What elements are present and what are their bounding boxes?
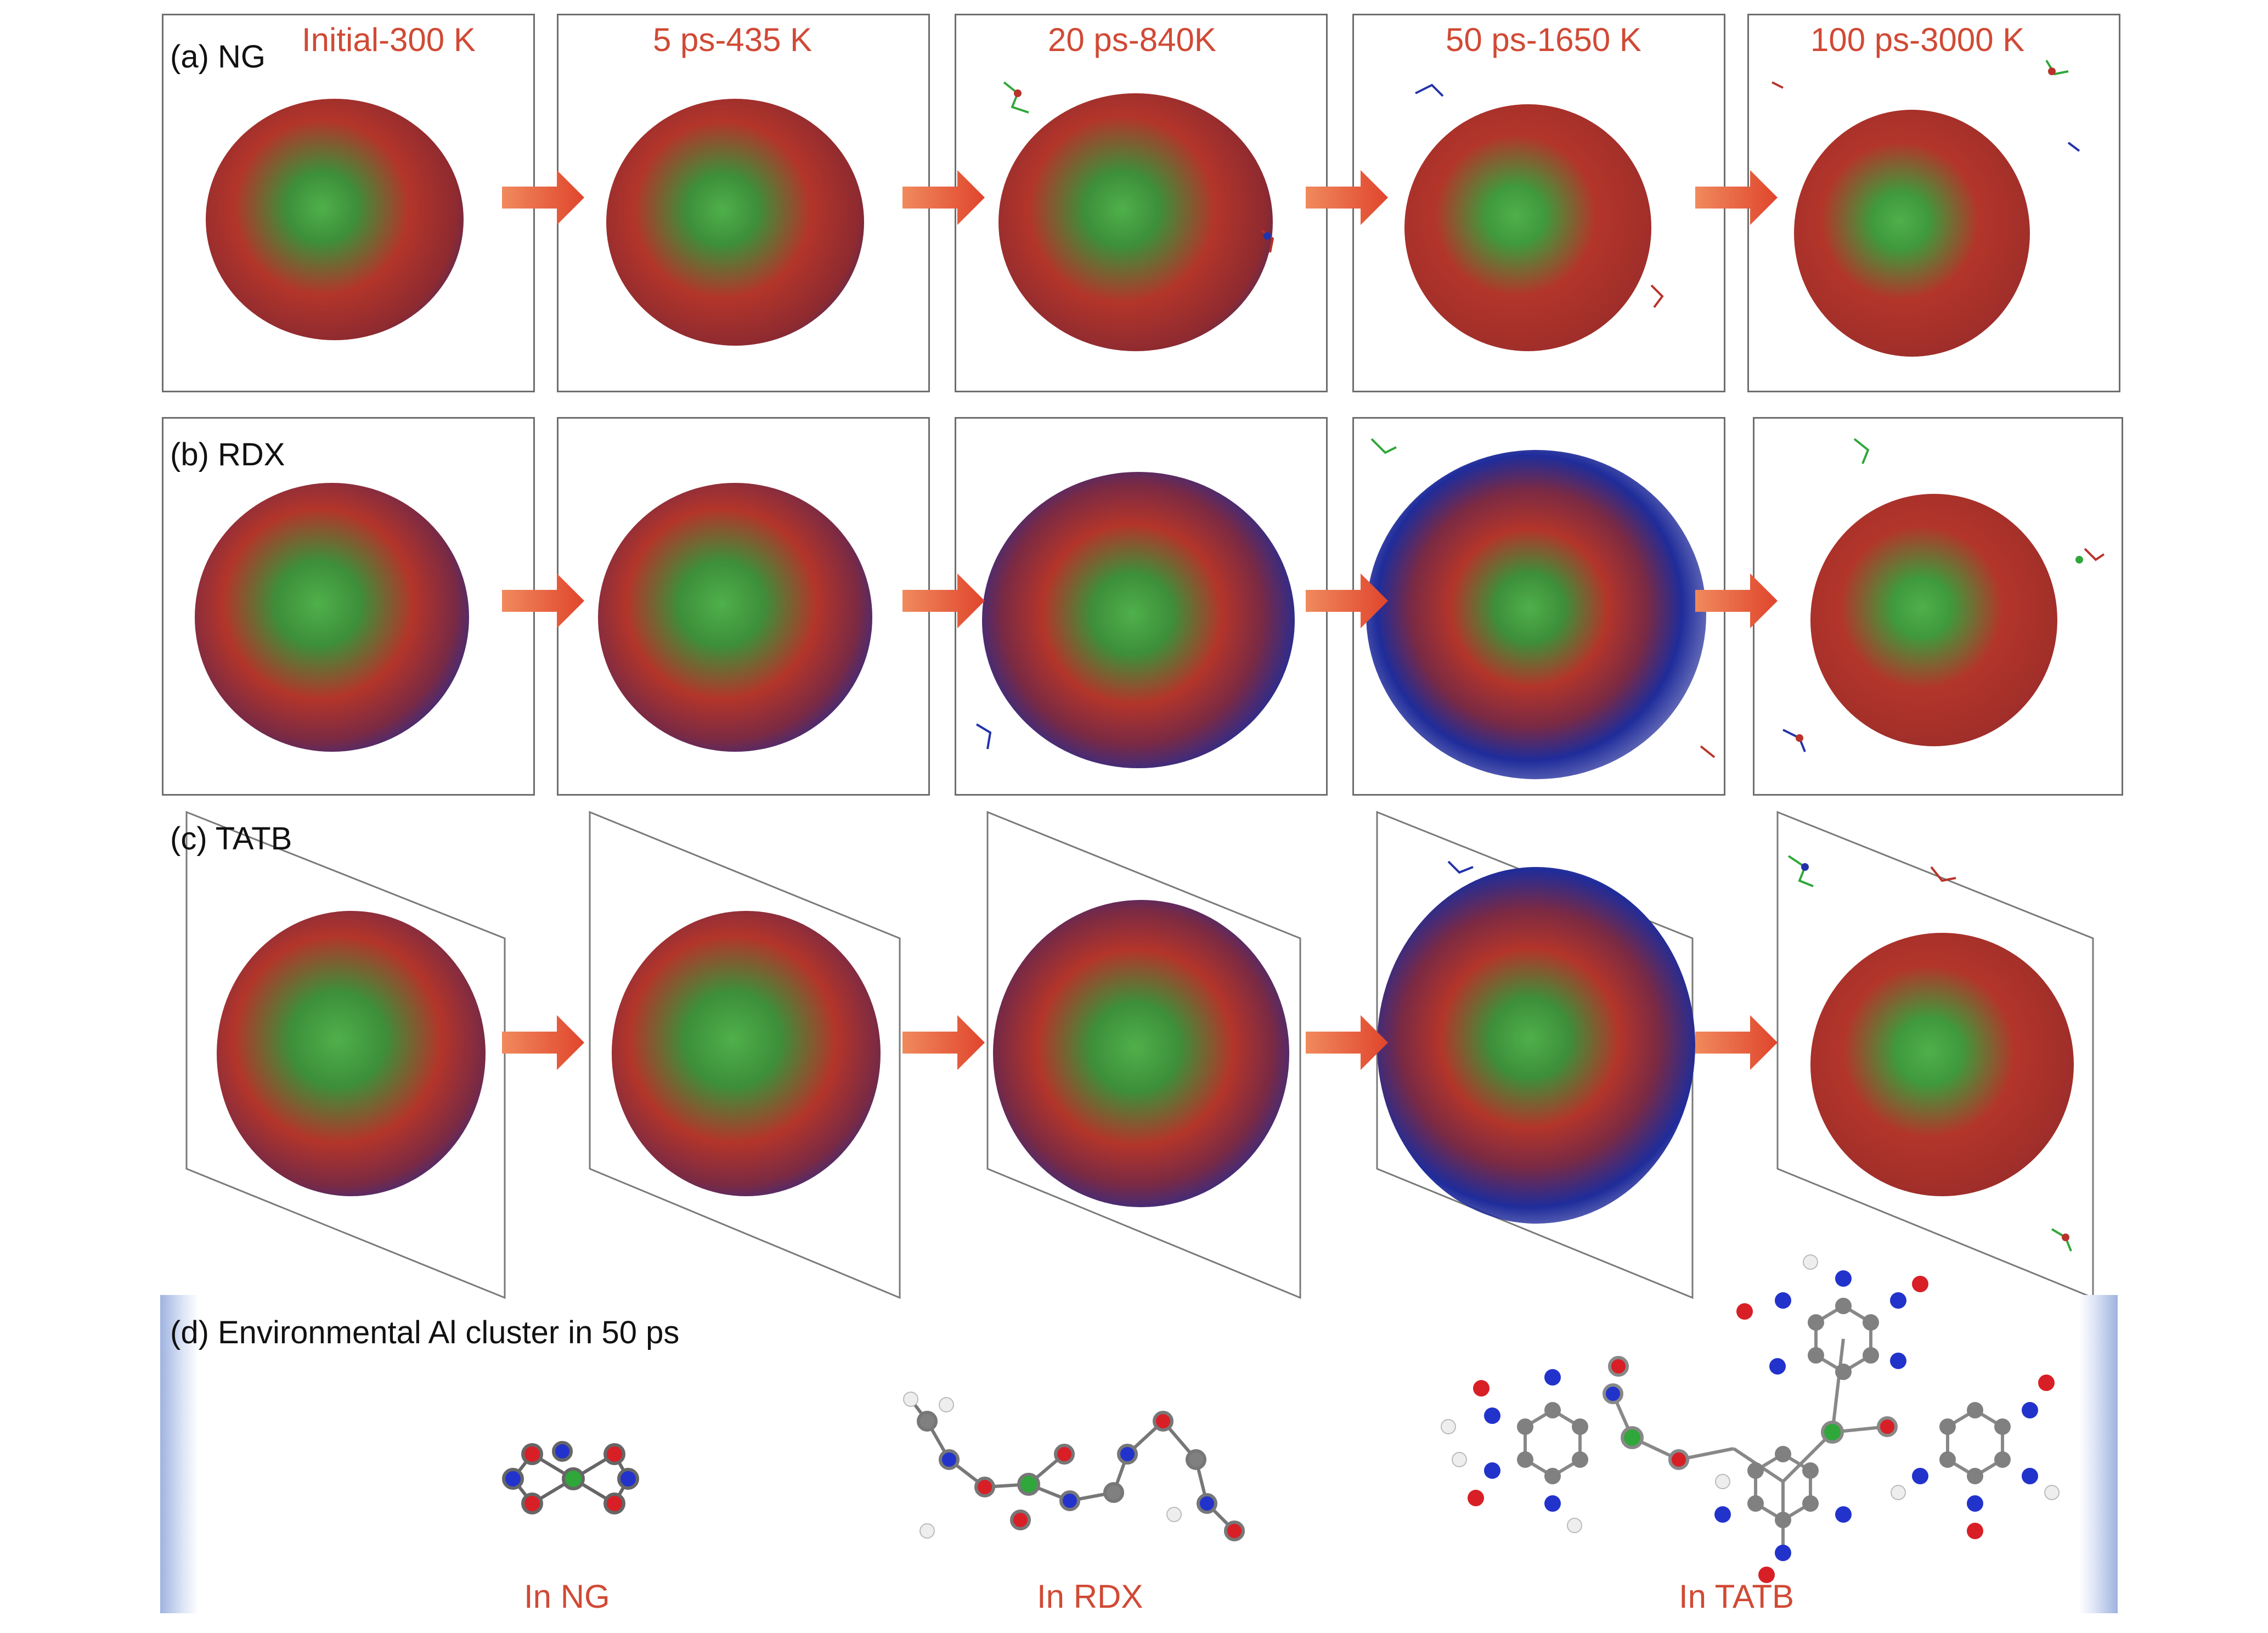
tatb-rings (1524, 1304, 2004, 1522)
stage-label-5ps: 5 ps-435 K (653, 21, 813, 58)
cluster-rdx-5ps (598, 483, 872, 752)
stage-label-50ps: 50 ps-1650 K (1446, 21, 1641, 58)
cluster-tatb-5ps (612, 911, 881, 1196)
cluster-rdx-100ps (1810, 494, 2057, 746)
cluster-ng-50ps (1404, 104, 1651, 351)
arrow-icon (1695, 573, 1778, 628)
molecule-rdx (903, 1392, 1245, 1541)
cluster-ng-initial (206, 99, 464, 340)
cluster-ng-20ps (998, 93, 1273, 351)
right-side-bar (2079, 1295, 2118, 1613)
arrow-icon (902, 573, 985, 628)
cluster-tatb-20ps (993, 900, 1289, 1207)
cluster-ng-5ps (606, 99, 864, 346)
row-label-ng: (a) NG (170, 39, 266, 75)
cluster-rdx-50ps (1366, 450, 1706, 779)
stage-label-20ps: 20 ps-840K (1048, 21, 1216, 58)
cell-tatb-5ps (589, 810, 901, 1299)
cell-tatb-20ps (986, 810, 1301, 1299)
left-side-bar (160, 1295, 199, 1613)
cluster-tatb-initial (217, 911, 486, 1196)
arrow-icon (1306, 1015, 1388, 1070)
arrow-icon (902, 170, 985, 225)
arrow-icon (902, 1015, 985, 1070)
row-label-rdx: (b) RDX (170, 437, 285, 472)
cluster-tatb-100ps (1810, 933, 2074, 1196)
cluster-rdx-initial (195, 483, 469, 752)
stage-label-initial: Initial-300 K (302, 21, 476, 58)
cluster-rdx-20ps (982, 472, 1295, 768)
section-d-title: (d) Environmental Al cluster in 50 ps (170, 1315, 680, 1350)
molecule-ng (502, 1441, 639, 1514)
caption-in-tatb: In TATB (1679, 1578, 1795, 1615)
tatb-ring-atoms (1441, 1254, 2060, 1583)
cluster-tatb-50ps (1377, 867, 1695, 1224)
stage-label-100ps: 100 ps-3000 K (1810, 21, 2025, 58)
arrow-icon (502, 573, 584, 628)
arrow-icon (1306, 573, 1388, 628)
cell-tatb-initial (185, 810, 506, 1299)
caption-in-ng: In NG (524, 1578, 610, 1615)
molecule-tatb (1603, 1338, 1898, 1553)
arrow-icon (502, 170, 584, 225)
caption-in-rdx: In RDX (1037, 1578, 1143, 1615)
arrow-icon (1695, 1015, 1778, 1070)
arrow-icon (1695, 170, 1778, 225)
cluster-ng-100ps (1794, 110, 2030, 357)
arrow-icon (1306, 170, 1388, 225)
row-label-tatb: (c) TATB (170, 821, 292, 857)
arrow-icon (502, 1015, 584, 1070)
